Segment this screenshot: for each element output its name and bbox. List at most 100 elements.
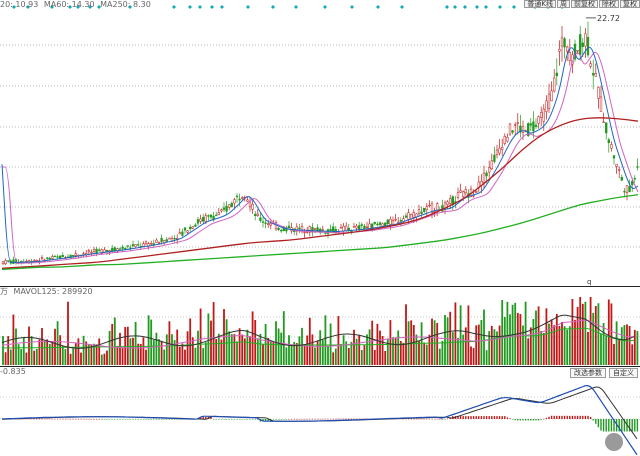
volume-unit: 万 xyxy=(0,287,8,296)
tab-weekly[interactable]: 周 xyxy=(557,0,570,8)
volume-bar-57 xyxy=(150,319,153,365)
macd-bar-113 xyxy=(296,418,298,420)
tab-ex-rights[interactable]: 除权 xyxy=(599,0,619,8)
volume-bar-137 xyxy=(358,334,361,365)
volume-bar-115 xyxy=(301,327,303,365)
volume-bar-185 xyxy=(483,309,485,365)
candle-body-151 xyxy=(394,218,397,221)
volume-bar-225 xyxy=(587,331,589,365)
candle-body-148 xyxy=(386,219,389,224)
macd-bar-223 xyxy=(582,415,584,419)
signal-marker-8 xyxy=(172,5,176,9)
candle-body-50 xyxy=(131,244,135,247)
candle-body-237 xyxy=(618,169,621,171)
volume-bar-22 xyxy=(59,335,62,365)
volume-panel[interactable]: 万 MAVOL125: 289920 xyxy=(0,287,640,366)
volume-bar-183 xyxy=(477,324,480,365)
candle-body-191 xyxy=(498,147,501,154)
volume-bar-69 xyxy=(181,343,184,365)
macd-bar-106 xyxy=(277,419,280,420)
candle-body-161 xyxy=(420,211,423,214)
volume-bar-0 xyxy=(2,335,4,365)
candle-body-145 xyxy=(378,222,382,225)
volume-bar-9 xyxy=(25,352,28,365)
volume-bar-30 xyxy=(80,352,82,365)
macd-bar-175 xyxy=(457,416,459,419)
macd-chart[interactable] xyxy=(0,367,640,456)
volume-bar-97 xyxy=(254,319,257,365)
macd-bar-214 xyxy=(558,415,561,419)
macd-bar-49 xyxy=(129,419,132,420)
mavol-line-pink xyxy=(1,319,635,349)
volume-bar-38 xyxy=(100,354,103,365)
candle-body-203 xyxy=(529,123,532,126)
price-chart[interactable]: 22.72 q xyxy=(0,0,640,286)
macd-bar-116 xyxy=(303,418,306,420)
volume-bar-149 xyxy=(389,320,392,365)
macd-bar-58 xyxy=(153,419,155,420)
volume-chart[interactable] xyxy=(0,287,640,366)
macd-bar-101 xyxy=(264,419,267,422)
signal-marker-16 xyxy=(323,5,327,9)
price-indicator-header: 20: 10.93 MA60: 14.30 MA250: 8.30 xyxy=(0,0,154,9)
macd-bar-114 xyxy=(298,418,301,420)
volume-bar-210 xyxy=(548,323,550,365)
macd-bar-110 xyxy=(288,418,290,420)
volume-bar-16 xyxy=(43,341,46,365)
macd-bar-12 xyxy=(33,418,35,420)
tab-restore[interactable]: 复权 xyxy=(620,0,640,8)
price-chart-panel[interactable]: 22.72 q 20: 10.93 MA60: 14.30 MA250: 8.30… xyxy=(0,0,640,286)
tab-forward-adjust[interactable]: 前复权 xyxy=(571,0,598,8)
candle-body-131 xyxy=(342,225,345,231)
candle-body-222 xyxy=(579,34,582,56)
candle-body-209 xyxy=(545,100,548,112)
volume-bar-47 xyxy=(124,327,127,365)
macd-bar-54 xyxy=(142,419,145,420)
volume-bar-46 xyxy=(121,347,124,365)
macd-bar-158 xyxy=(413,418,415,420)
volume-bar-13 xyxy=(35,349,38,365)
volume-bar-62 xyxy=(163,349,166,365)
candle-body-133 xyxy=(347,227,350,231)
macd-bar-159 xyxy=(415,418,418,420)
volume-bar-167 xyxy=(436,322,439,365)
tab-custom[interactable]: 自定义 xyxy=(609,368,638,378)
candle-body-199 xyxy=(519,125,522,133)
candle-body-88 xyxy=(230,202,233,208)
macd-bar-160 xyxy=(418,418,420,420)
macd-bar-179 xyxy=(467,416,470,419)
signal-marker-13 xyxy=(246,5,250,9)
volume-bar-63 xyxy=(165,334,168,365)
volume-bar-36 xyxy=(95,344,98,365)
tab-change-params[interactable]: 改选参数 xyxy=(570,368,606,378)
ma-label-1: 20: 10.93 xyxy=(0,0,39,9)
volume-bar-53 xyxy=(139,343,142,365)
macd-bar-132 xyxy=(345,418,347,420)
marker-q-label: q xyxy=(587,278,591,286)
panel-divider-2 xyxy=(0,366,640,367)
candle-body-152 xyxy=(397,221,400,224)
macd-bar-133 xyxy=(348,418,350,420)
candle-body-187 xyxy=(488,167,491,173)
candle-body-73 xyxy=(191,226,194,229)
volume-bar-20 xyxy=(54,328,56,365)
volume-bar-169 xyxy=(441,340,444,365)
volume-bar-160 xyxy=(418,341,420,365)
signal-marker-14 xyxy=(271,5,275,9)
candle-body-116 xyxy=(303,231,306,234)
ma-label-3: MA250: 8.30 xyxy=(100,0,151,9)
macd-panel[interactable]: -0.835 改选参数 自定义 xyxy=(0,367,640,456)
macd-bar-125 xyxy=(327,418,329,420)
signal-marker-4 xyxy=(76,5,80,9)
volume-bar-1 xyxy=(4,352,7,365)
macd-bar-234 xyxy=(610,419,613,432)
candle-body-45 xyxy=(118,248,122,250)
volume-bar-40 xyxy=(106,350,108,365)
macd-bar-97 xyxy=(254,419,256,420)
volume-bar-79 xyxy=(207,313,210,365)
signal-marker-6 xyxy=(97,5,101,9)
tab-normal-kline[interactable]: 普通K线 xyxy=(524,0,556,8)
macd-bar-178 xyxy=(465,416,467,419)
volume-bar-77 xyxy=(202,348,205,365)
volume-bar-86 xyxy=(225,319,228,365)
